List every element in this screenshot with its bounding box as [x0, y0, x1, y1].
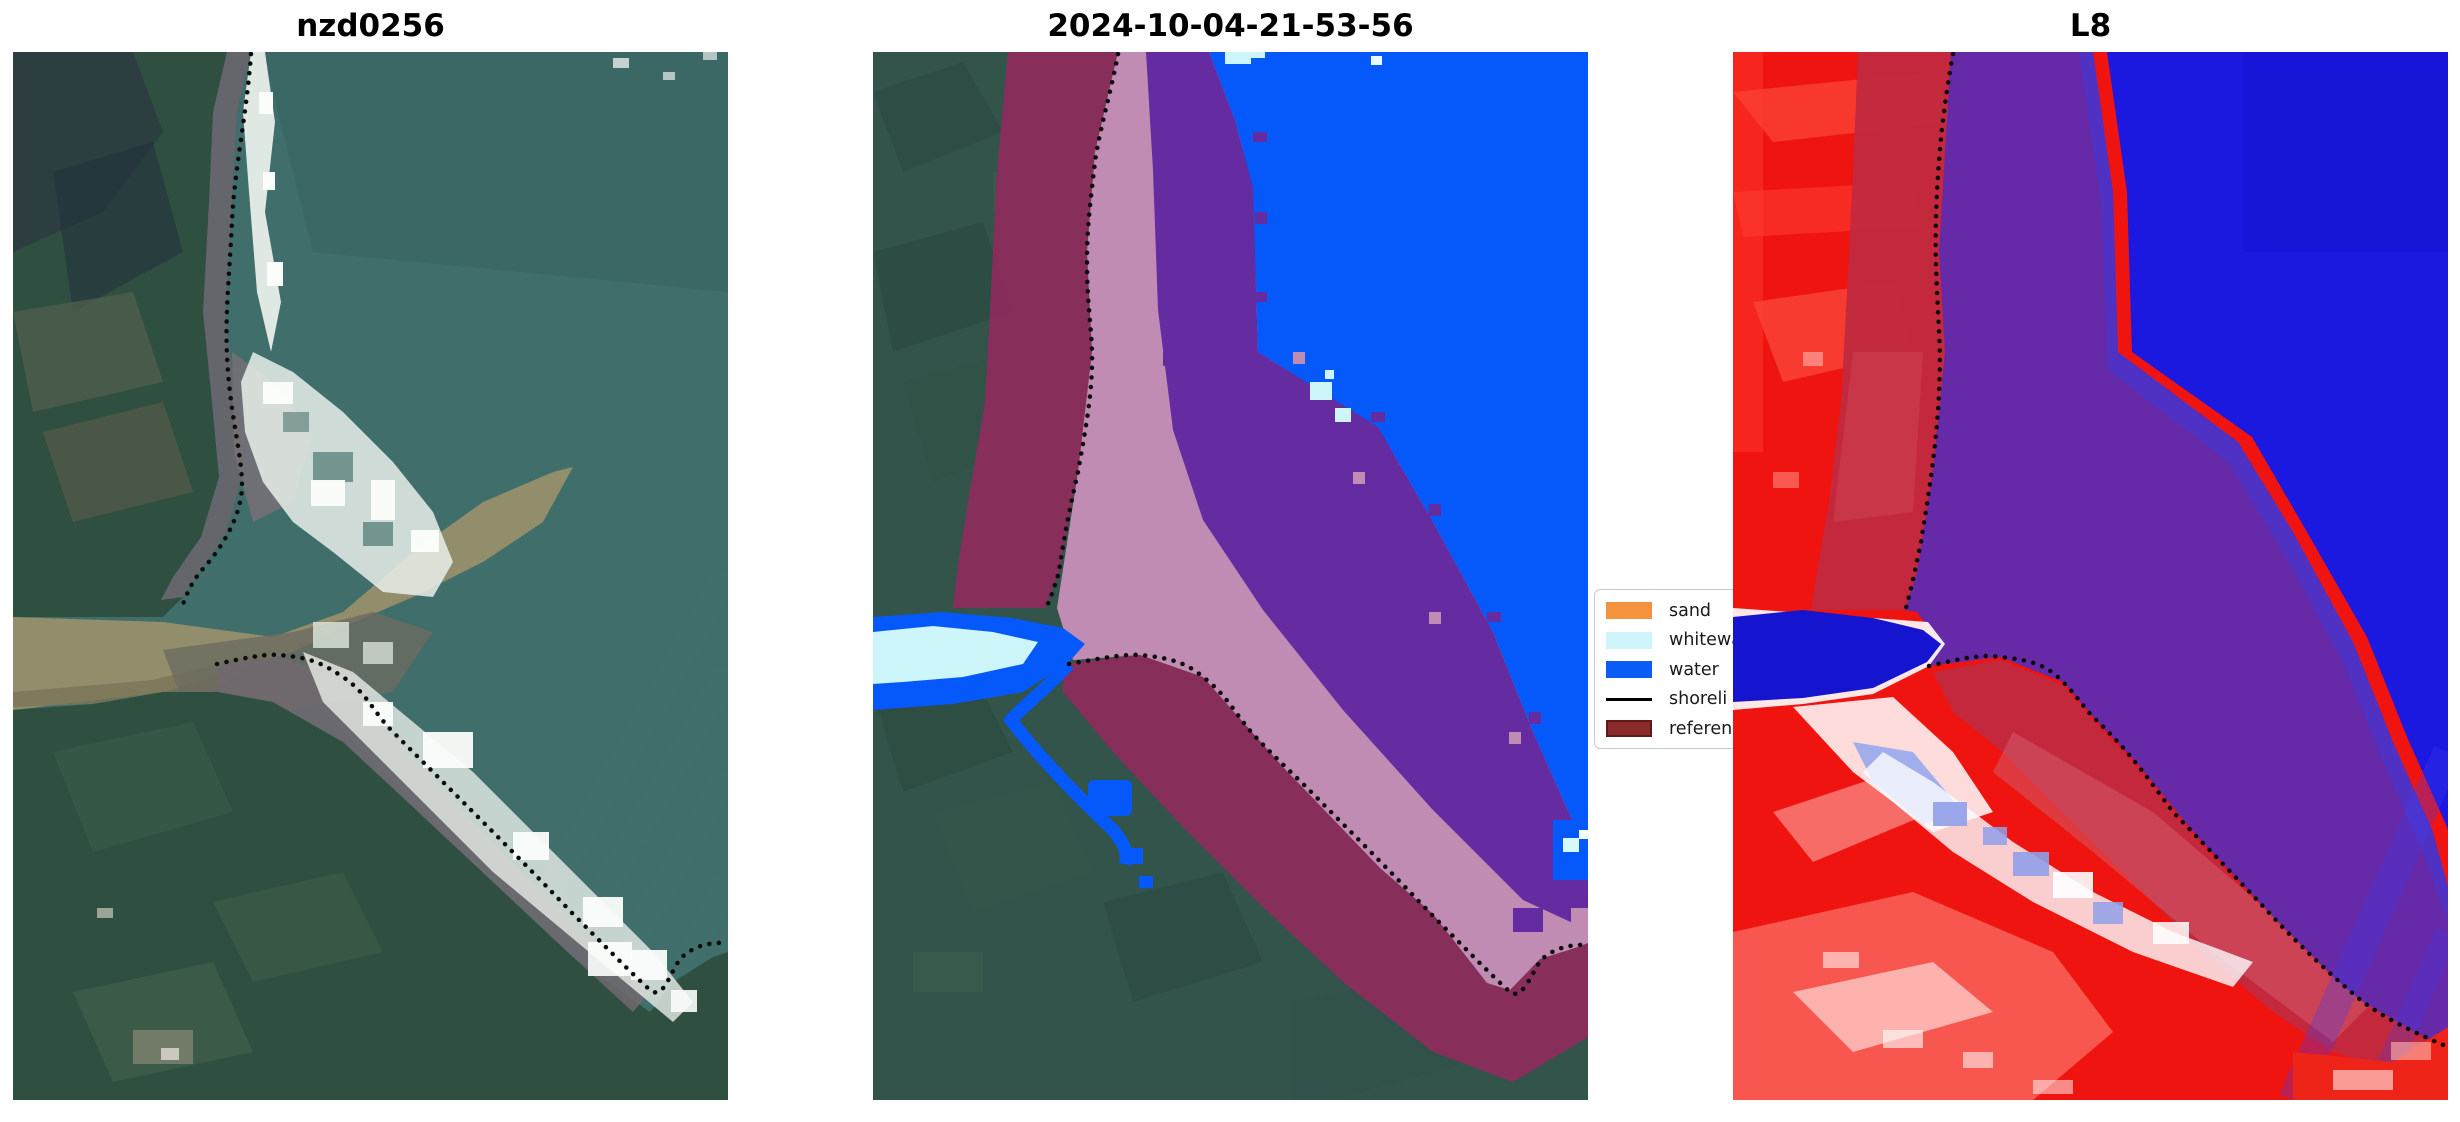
legend-item-whitewater: whitewa	[1606, 626, 1837, 656]
panel-title-l8: L8	[2069, 8, 2112, 44]
panel-rgb-image	[13, 52, 728, 1100]
legend-item-shoreline: shoreli	[1606, 685, 1837, 715]
l8-plot	[1733, 52, 2448, 1100]
sand-swatch	[1606, 602, 1652, 620]
shoreline-swatch	[1606, 697, 1652, 701]
legend-label-shoreline: shoreli	[1669, 689, 1728, 710]
panel-title-classified: 2024-10-04-21-53-56	[1047, 8, 1414, 44]
legend-label-whitewater: whitewa	[1669, 630, 1742, 651]
water-swatch	[1606, 661, 1652, 679]
panel-classified-image	[873, 52, 1588, 1100]
panel-title-rgb: nzd0256	[296, 8, 445, 44]
legend-item-sand: sand	[1606, 596, 1837, 626]
whitewater-swatch	[1606, 631, 1652, 649]
rgb-plot	[13, 52, 728, 1100]
legend-item-reference: referen	[1606, 714, 1837, 744]
reference-swatch	[1606, 720, 1652, 738]
legend-label-sand: sand	[1669, 600, 1712, 621]
legend-label-water: water	[1669, 659, 1719, 680]
legend-item-water: water	[1606, 655, 1837, 685]
panel-l8-image	[1733, 52, 2448, 1100]
classified-plot	[873, 52, 1588, 1100]
legend-label-reference: referen	[1669, 718, 1733, 739]
